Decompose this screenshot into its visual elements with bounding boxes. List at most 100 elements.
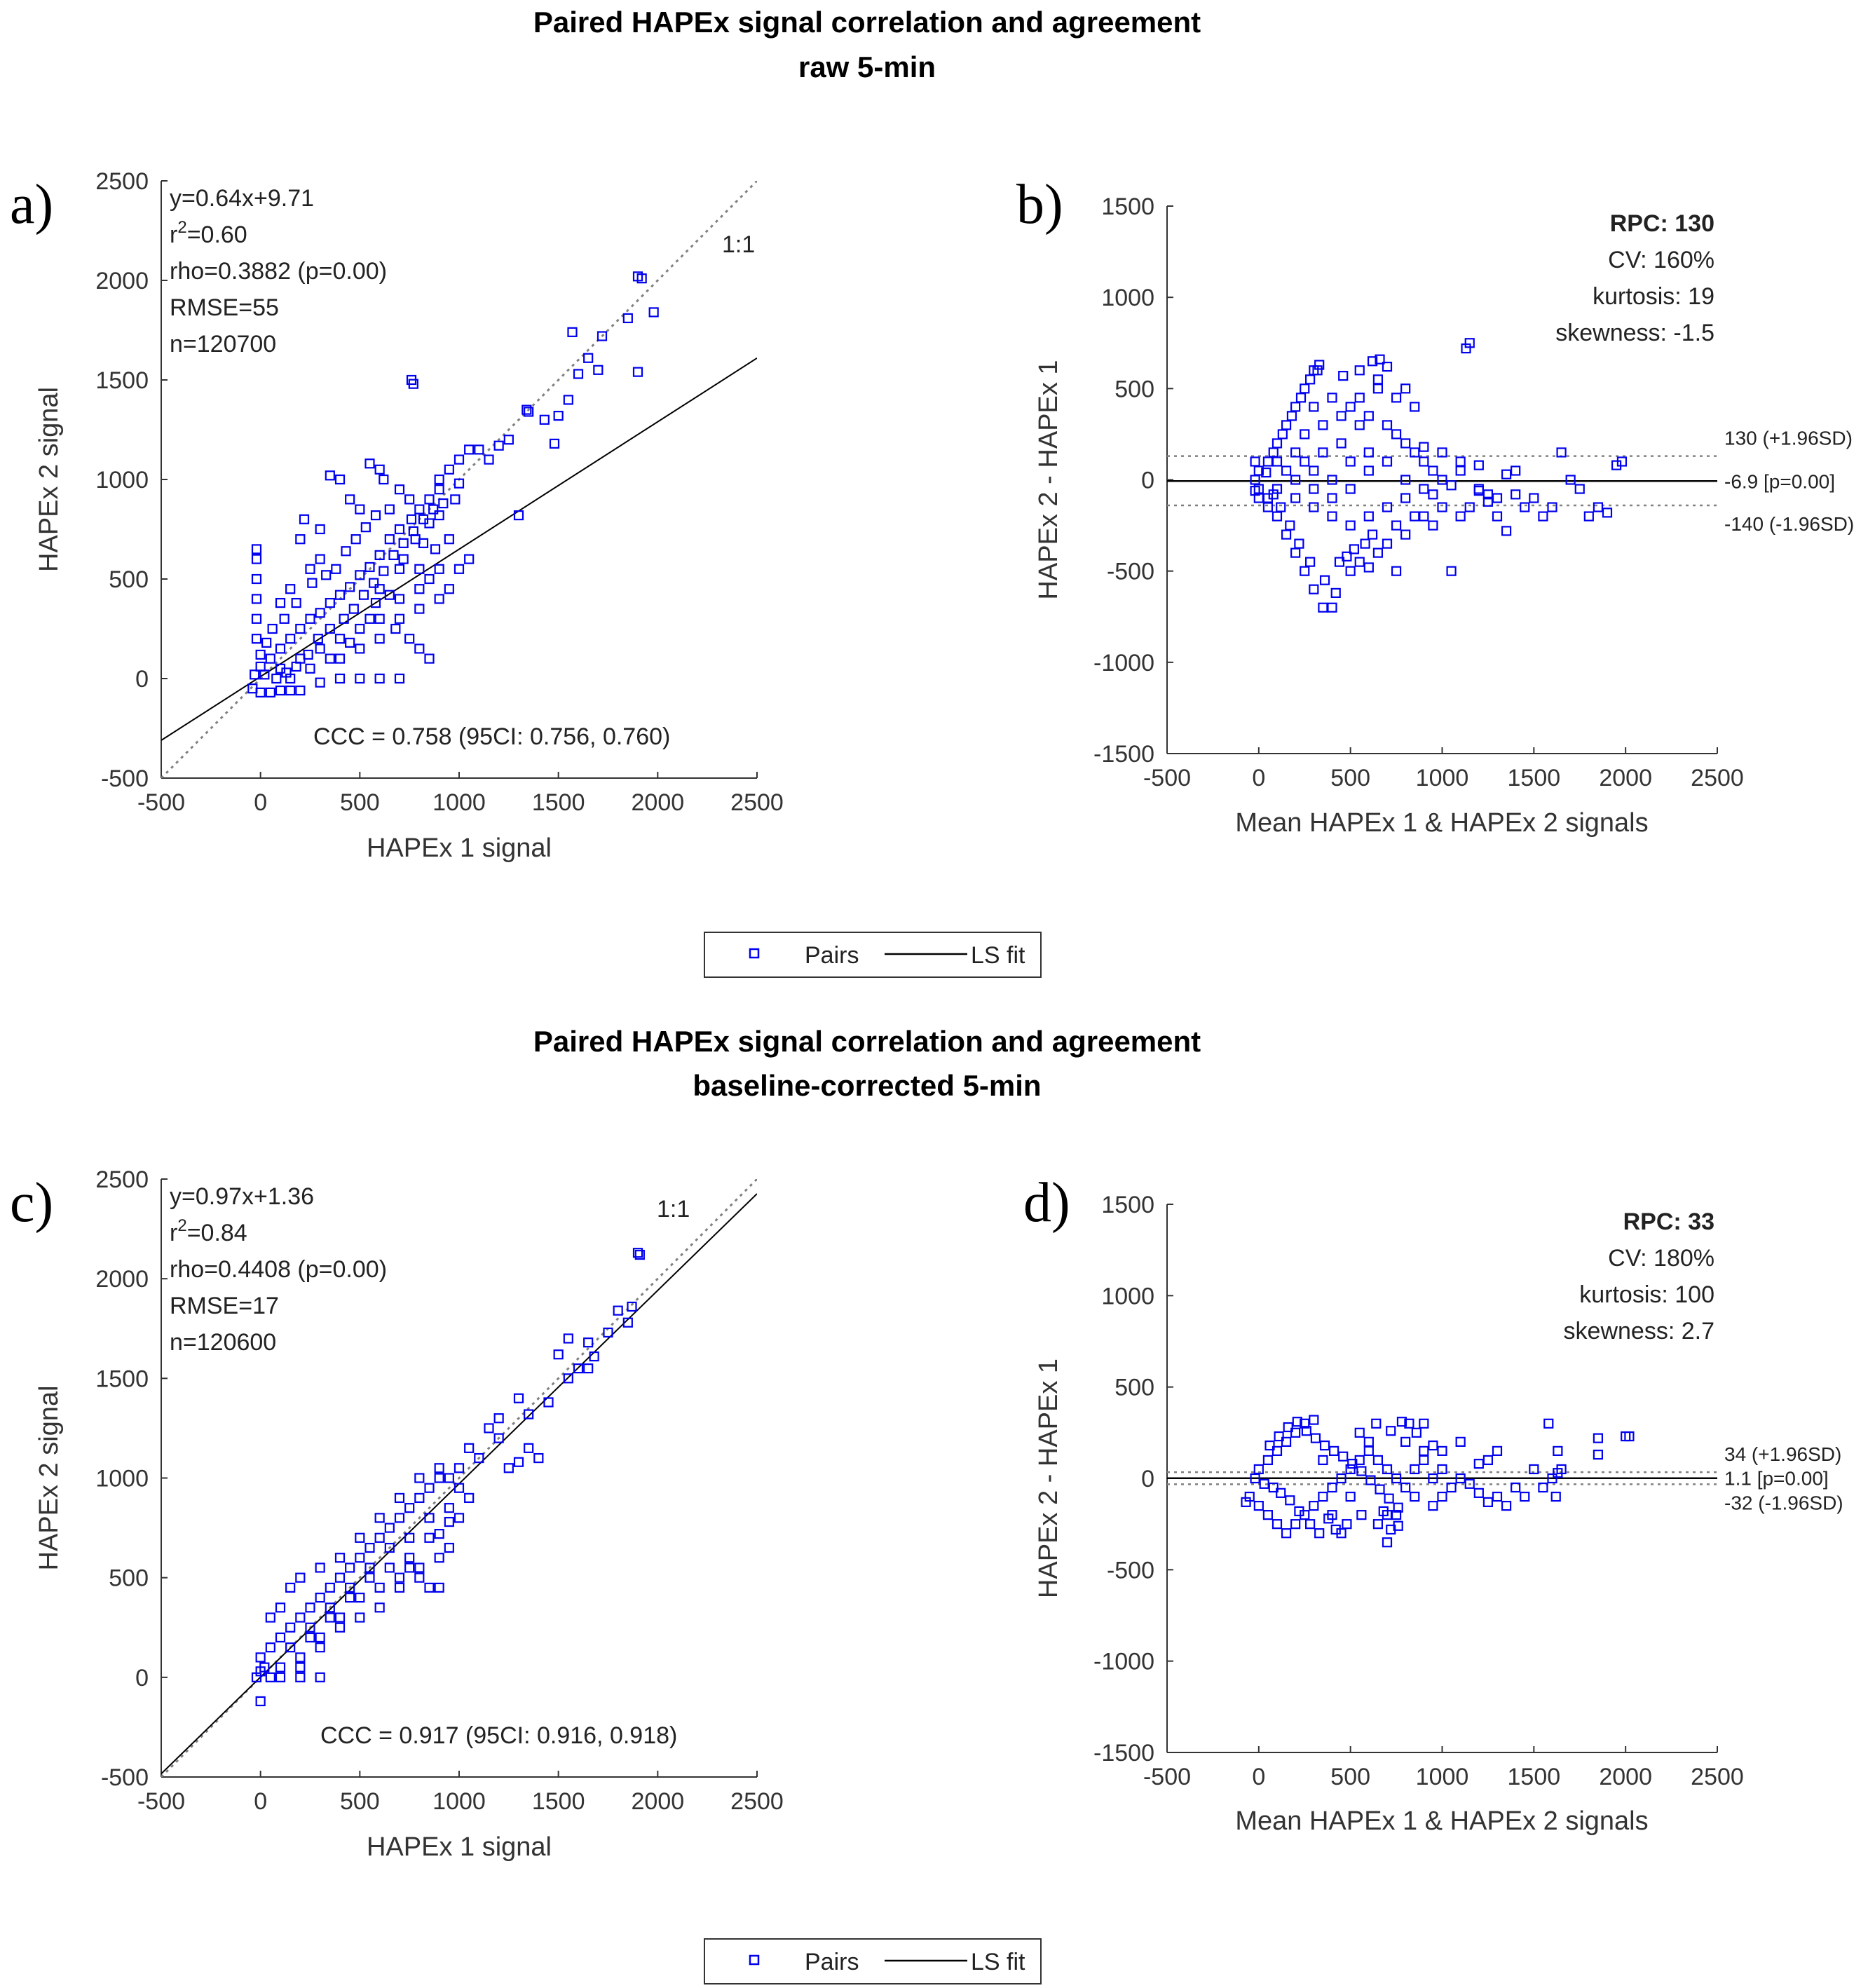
panel-b-point xyxy=(1330,587,1341,599)
panel-c-point xyxy=(364,1563,375,1573)
panel-b-point xyxy=(1281,420,1292,430)
panel-a-point xyxy=(493,440,504,451)
panel-b-point xyxy=(1410,511,1420,522)
panel-a-point xyxy=(321,570,332,580)
panel-b-point xyxy=(1419,456,1429,467)
panel-c-n: n=120600 xyxy=(170,1329,276,1356)
panel-a-point xyxy=(549,438,560,449)
panel-b-point xyxy=(1464,502,1475,512)
panel-b-point xyxy=(1268,447,1279,458)
panel-b-point xyxy=(1309,584,1319,594)
panel-b-y-tick-label: 1000 xyxy=(1101,285,1154,311)
panel-b-point xyxy=(1300,429,1310,440)
panel-a-point xyxy=(350,534,361,545)
panel-a-point xyxy=(295,653,306,664)
panel-d-point xyxy=(1363,1445,1374,1456)
panel-a-y-tick-label: 1000 xyxy=(95,467,149,493)
panel-a-point xyxy=(474,444,484,455)
panel-b-point xyxy=(1501,469,1512,479)
panel-b-cv: CV: 160% xyxy=(1608,247,1714,273)
panel-b-point xyxy=(1363,465,1374,476)
panel-c-y-axis-label: HAPEx 2 signal xyxy=(34,1385,64,1570)
panel-d-x-tick-label: 1500 xyxy=(1508,1764,1561,1790)
panel-b-point xyxy=(1354,393,1365,403)
panel-c-identity-label: 1:1 xyxy=(657,1196,690,1223)
panel-d-point xyxy=(1386,1426,1396,1436)
panel-c-point xyxy=(404,1553,415,1563)
panel-c-point xyxy=(553,1349,564,1360)
panel-b-y-tick-label: -1000 xyxy=(1093,650,1154,676)
panel-b-point xyxy=(1268,489,1279,500)
panel-b-point xyxy=(1391,429,1402,440)
panel-b-point xyxy=(1455,456,1466,467)
panel-a-y-tick-label: 2500 xyxy=(95,168,149,195)
panel-a-point xyxy=(331,564,341,574)
panel-d-point xyxy=(1276,1487,1286,1498)
panel-a-point xyxy=(355,673,365,684)
panel-a-point xyxy=(345,494,355,505)
panel-c-point xyxy=(404,1503,415,1513)
panel-b-point xyxy=(1492,511,1503,522)
panel-c-point xyxy=(404,1532,415,1543)
panel-d-cv: CV: 180% xyxy=(1608,1245,1714,1272)
panel-c-point xyxy=(315,1563,325,1573)
panel-b-point xyxy=(1354,557,1365,567)
panel-d-point xyxy=(1529,1464,1539,1475)
panel-c-point xyxy=(315,1593,325,1603)
panel-b-stats: RPC: 130 CV: 160% kurtosis: 19 skewness:… xyxy=(1555,210,1714,346)
panel-b-x-tick-label: 0 xyxy=(1252,765,1265,791)
panel-a-point xyxy=(355,644,365,654)
panel-a-point xyxy=(374,613,385,624)
panel-d-point xyxy=(1411,1427,1421,1438)
panel-a-point xyxy=(648,307,659,318)
panel-a-point xyxy=(414,504,425,515)
legend-1-fit-label: LS fit xyxy=(971,942,1025,969)
panel-b-point xyxy=(1312,365,1323,376)
panel-b-point xyxy=(1354,365,1365,376)
panel-a-point xyxy=(424,653,435,664)
panel-d-point xyxy=(1428,1440,1438,1451)
panel-a-y-tick-label: -500 xyxy=(101,765,149,792)
panel-c-y-tick-label: 1500 xyxy=(95,1366,149,1392)
panel-b-x-axis-label: Mean HAPEx 1 & HAPEx 2 signals xyxy=(1235,808,1648,838)
panel-b-x-tick-label: 2000 xyxy=(1599,765,1652,791)
panel-a-point xyxy=(418,514,429,524)
panel-a-point xyxy=(583,353,594,363)
panel-d-point xyxy=(1371,1418,1382,1429)
panel-a-point xyxy=(424,494,435,505)
panel-c-y-tick-label: 2500 xyxy=(95,1166,149,1193)
panel-a-point xyxy=(295,534,306,545)
panel-a-point xyxy=(315,554,325,564)
panel-a-point xyxy=(503,435,514,445)
panel-b-point xyxy=(1410,402,1420,412)
panel-c-x-tick-label: 1500 xyxy=(532,1788,585,1815)
panel-d-point xyxy=(1501,1501,1512,1511)
panel-c-point xyxy=(464,1443,475,1453)
panel-a-point xyxy=(315,644,325,654)
panel-b-point xyxy=(1482,496,1494,507)
panel-b-kurtosis: kurtosis: 19 xyxy=(1593,283,1714,310)
panel-a-point xyxy=(374,634,385,644)
panel-d-point xyxy=(1336,1473,1346,1484)
panel-c-point xyxy=(503,1463,514,1473)
panel-d-point xyxy=(1393,1502,1403,1513)
panel-a-point xyxy=(434,564,444,574)
panel-a-point xyxy=(313,634,323,644)
panel-c-point xyxy=(424,1532,435,1543)
panel-d-x-tick-label: 2000 xyxy=(1599,1764,1652,1790)
panel-b-point xyxy=(1336,411,1346,421)
panel-c-point xyxy=(634,1249,645,1260)
panel-c-point xyxy=(414,1473,425,1483)
panel-d-y-tick-label: 500 xyxy=(1114,1375,1154,1401)
panel-d-point xyxy=(1356,1510,1367,1520)
panel-c-point xyxy=(374,1582,385,1593)
panel-d-point xyxy=(1404,1418,1414,1429)
panel-a-point xyxy=(370,597,381,608)
panel-a-identity-label: 1:1 xyxy=(722,231,755,258)
panel-c-point xyxy=(275,1672,286,1682)
panel-a-point xyxy=(464,554,475,564)
panel-a-point xyxy=(384,534,395,545)
panel-c-point xyxy=(295,1672,306,1682)
panel-a-r-squared: r2=0.60 xyxy=(170,218,247,248)
panel-a-point xyxy=(394,524,405,535)
